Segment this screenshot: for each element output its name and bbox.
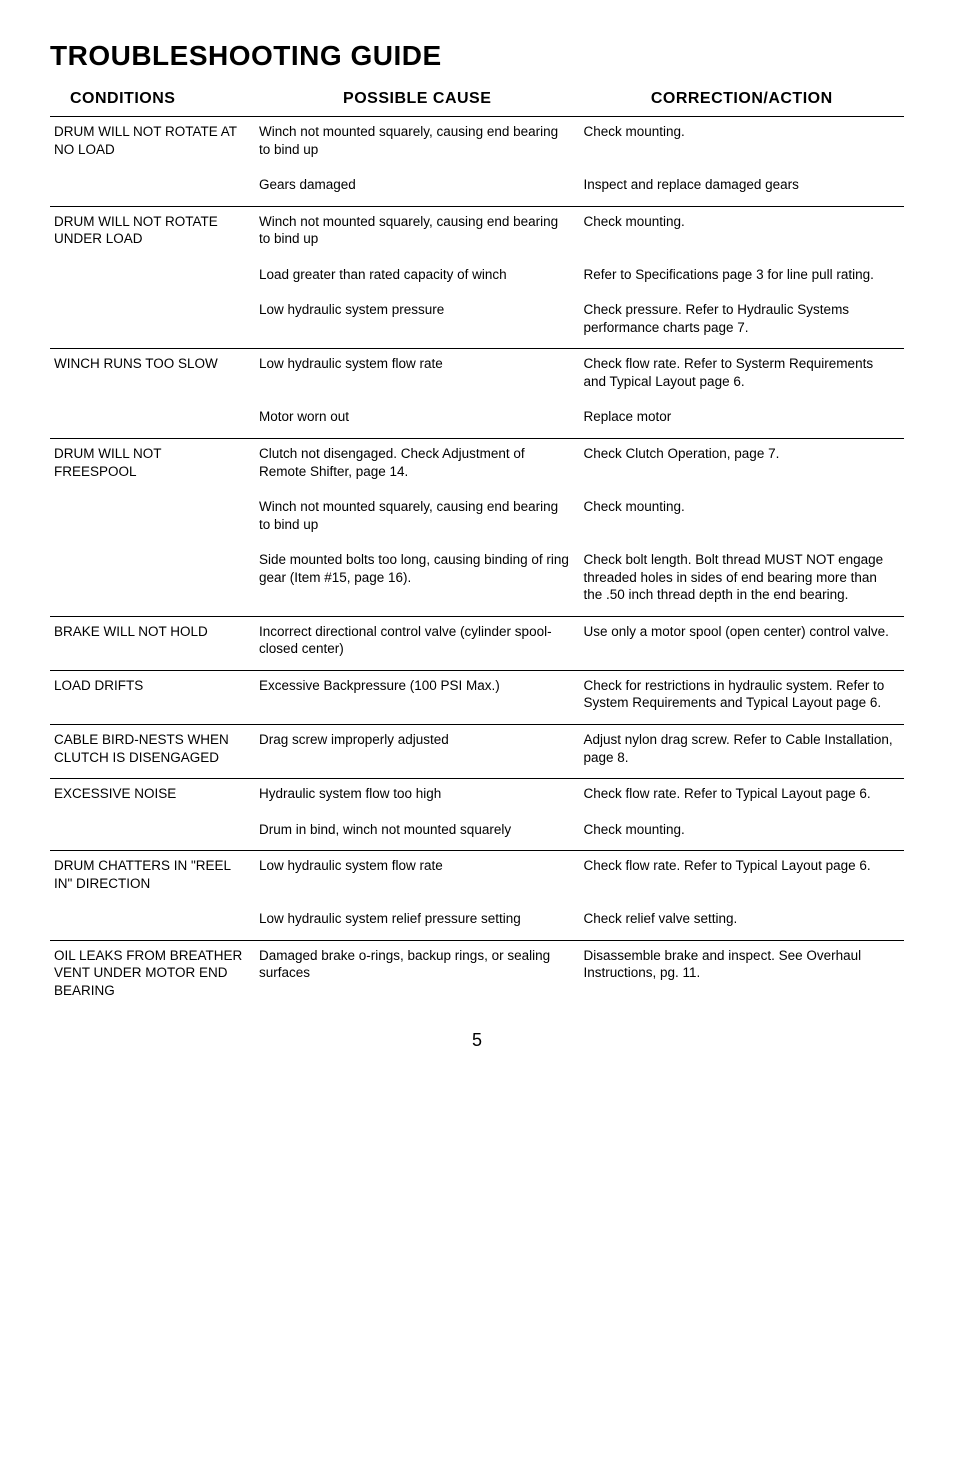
table-row: DRUM CHATTERS IN "REEL IN" DIRECTIONLow … — [50, 851, 904, 905]
table-row: OIL LEAKS FROM BREATHER VENT UNDER MOTOR… — [50, 940, 904, 1011]
cause-cell: Motor worn out — [255, 402, 580, 438]
cause-cell: Low hydraulic system relief pressure set… — [255, 904, 580, 940]
correction-cell: Check flow rate. Refer to Systerm Requir… — [579, 349, 904, 403]
cause-cell: Load greater than rated capacity of winc… — [255, 260, 580, 296]
header-cause: POSSIBLE CAUSE — [255, 84, 580, 117]
page-number: 5 — [50, 1030, 904, 1051]
correction-cell: Refer to Specifications page 3 for line … — [579, 260, 904, 296]
cause-cell: Side mounted bolts too long, causing bin… — [255, 545, 580, 616]
table-row: Winch not mounted squarely, causing end … — [50, 492, 904, 545]
correction-cell: Use only a motor spool (open center) con… — [579, 616, 904, 670]
condition-cell: DRUM WILL NOT ROTATE AT NO LOAD — [50, 117, 255, 171]
cause-cell: Winch not mounted squarely, causing end … — [255, 492, 580, 545]
correction-cell: Check mounting. — [579, 206, 904, 260]
correction-cell: Inspect and replace damaged gears — [579, 170, 904, 206]
condition-cell — [50, 815, 255, 851]
condition-cell: DRUM CHATTERS IN "REEL IN" DIRECTION — [50, 851, 255, 905]
cause-cell: Damaged brake o-rings, backup rings, or … — [255, 940, 580, 1011]
table-row: LOAD DRIFTSExcessive Backpressure (100 P… — [50, 670, 904, 724]
cause-cell: Excessive Backpressure (100 PSI Max.) — [255, 670, 580, 724]
table-row: CABLE BIRD-NESTS WHEN CLUTCH IS DISENGAG… — [50, 725, 904, 779]
correction-cell: Check Clutch Operation, page 7. — [579, 439, 904, 493]
table-row: DRUM WILL NOT FREESPOOLClutch not diseng… — [50, 439, 904, 493]
correction-cell: Check pressure. Refer to Hydraulic Syste… — [579, 295, 904, 349]
condition-cell — [50, 260, 255, 296]
cause-cell: Low hydraulic system pressure — [255, 295, 580, 349]
correction-cell: Check mounting. — [579, 117, 904, 171]
condition-cell — [50, 295, 255, 349]
cause-cell: Incorrect directional control valve (cyl… — [255, 616, 580, 670]
condition-cell: DRUM WILL NOT ROTATE UNDER LOAD — [50, 206, 255, 260]
troubleshoot-table: CONDITIONS POSSIBLE CAUSE CORRECTION/ACT… — [50, 84, 904, 1012]
condition-cell: EXCESSIVE NOISE — [50, 779, 255, 815]
correction-cell: Check bolt length. Bolt thread MUST NOT … — [579, 545, 904, 616]
table-row: WINCH RUNS TOO SLOWLow hydraulic system … — [50, 349, 904, 403]
condition-cell: LOAD DRIFTS — [50, 670, 255, 724]
cause-cell: Gears damaged — [255, 170, 580, 206]
cause-cell: Low hydraulic system flow rate — [255, 349, 580, 403]
condition-cell: BRAKE WILL NOT HOLD — [50, 616, 255, 670]
condition-cell: DRUM WILL NOT FREESPOOL — [50, 439, 255, 493]
table-row: Low hydraulic system relief pressure set… — [50, 904, 904, 940]
correction-cell: Check mounting. — [579, 815, 904, 851]
cause-cell: Drum in bind, winch not mounted squarely — [255, 815, 580, 851]
table-row: Load greater than rated capacity of winc… — [50, 260, 904, 296]
cause-cell: Winch not mounted squarely, causing end … — [255, 206, 580, 260]
header-row: CONDITIONS POSSIBLE CAUSE CORRECTION/ACT… — [50, 84, 904, 117]
condition-cell — [50, 492, 255, 545]
correction-cell: Check flow rate. Refer to Typical Layout… — [579, 851, 904, 905]
table-row: Drum in bind, winch not mounted squarely… — [50, 815, 904, 851]
correction-cell: Disassemble brake and inspect. See Overh… — [579, 940, 904, 1011]
table-row: Motor worn outReplace motor — [50, 402, 904, 438]
condition-cell — [50, 402, 255, 438]
table-row: DRUM WILL NOT ROTATE UNDER LOADWinch not… — [50, 206, 904, 260]
condition-cell — [50, 904, 255, 940]
cause-cell: Hydraulic system flow too high — [255, 779, 580, 815]
correction-cell: Check for restrictions in hydraulic syst… — [579, 670, 904, 724]
correction-cell: Adjust nylon drag screw. Refer to Cable … — [579, 725, 904, 779]
condition-cell — [50, 545, 255, 616]
header-conditions: CONDITIONS — [50, 84, 255, 117]
table-row: Low hydraulic system pressureCheck press… — [50, 295, 904, 349]
condition-cell: WINCH RUNS TOO SLOW — [50, 349, 255, 403]
table-row: EXCESSIVE NOISEHydraulic system flow too… — [50, 779, 904, 815]
correction-cell: Check flow rate. Refer to Typical Layout… — [579, 779, 904, 815]
table-row: Gears damagedInspect and replace damaged… — [50, 170, 904, 206]
correction-cell: Replace motor — [579, 402, 904, 438]
cause-cell: Clutch not disengaged. Check Adjustment … — [255, 439, 580, 493]
cause-cell: Drag screw improperly adjusted — [255, 725, 580, 779]
header-correction: CORRECTION/ACTION — [579, 84, 904, 117]
correction-cell: Check mounting. — [579, 492, 904, 545]
condition-cell — [50, 170, 255, 206]
page-title: TROUBLESHOOTING GUIDE — [50, 40, 904, 72]
cause-cell: Low hydraulic system flow rate — [255, 851, 580, 905]
correction-cell: Check relief valve setting. — [579, 904, 904, 940]
table-row: DRUM WILL NOT ROTATE AT NO LOADWinch not… — [50, 117, 904, 171]
condition-cell: CABLE BIRD-NESTS WHEN CLUTCH IS DISENGAG… — [50, 725, 255, 779]
cause-cell: Winch not mounted squarely, causing end … — [255, 117, 580, 171]
condition-cell: OIL LEAKS FROM BREATHER VENT UNDER MOTOR… — [50, 940, 255, 1011]
table-row: Side mounted bolts too long, causing bin… — [50, 545, 904, 616]
table-row: BRAKE WILL NOT HOLDIncorrect directional… — [50, 616, 904, 670]
